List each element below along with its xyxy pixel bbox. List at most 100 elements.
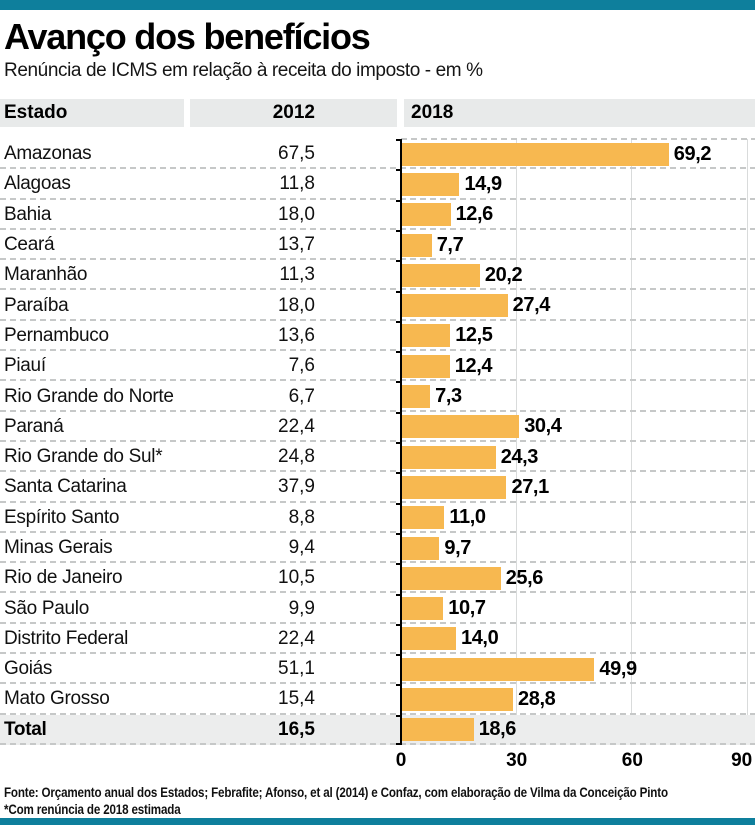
axis-tick (396, 139, 401, 141)
state-name: Pernambuco (4, 324, 109, 346)
value-2018: 12,5 (455, 324, 493, 347)
chart-title: Avanço dos benefícios (4, 16, 371, 57)
bar-cell: 24,3 (402, 442, 538, 472)
value-2018: 27,4 (512, 294, 551, 317)
value-2018: 10,7 (448, 597, 486, 620)
value-2018: 49,9 (599, 657, 637, 680)
table-row: Mato Grosso 15,4 28,8 (0, 684, 755, 715)
value-2012: 22,4 (278, 415, 315, 437)
row-separator (0, 227, 755, 230)
x-axis-labels: 0 30 60 90 (0, 750, 755, 772)
value-2012: 67,5 (278, 143, 315, 165)
top-accent-bar (0, 0, 755, 10)
value-2012: 16,5 (278, 718, 315, 740)
value-2018: 7,7 (436, 233, 464, 256)
value-2012: 15,4 (278, 688, 315, 710)
chart-plot-area: Amazonas 67,5 69,2 Alagoas 11,8 14,9 Bahia 18,0… (0, 138, 755, 745)
value-2012: 9,4 (288, 537, 315, 558)
value-2012: 13,6 (278, 324, 315, 346)
state-name: Distrito Federal (4, 627, 129, 649)
bar-2018 (402, 536, 440, 560)
bar-2018 (402, 172, 460, 196)
source-note: Fonte: Orçamento anual dos Estados; Febr… (4, 784, 668, 800)
bar-2018 (402, 657, 595, 681)
value-2018: 7,3 (435, 385, 462, 408)
axis-tick (396, 169, 401, 171)
table-row: Pernambuco 13,6 12,5 (0, 321, 755, 352)
bar-cell: 12,5 (402, 321, 493, 351)
value-2018: 20,2 (484, 263, 523, 286)
axis-tick (396, 351, 401, 353)
value-2012: 18,0 (278, 203, 315, 225)
bar-2018 (402, 597, 444, 621)
row-separator (0, 742, 755, 745)
bar-cell: 25,6 (402, 563, 543, 593)
bar-2018 (402, 324, 451, 348)
value-2018: 12,6 (455, 203, 494, 226)
value-2012: 24,8 (278, 446, 315, 468)
table-rows: Amazonas 67,5 69,2 Alagoas 11,8 14,9 Bahia 18,0… (0, 139, 755, 745)
value-2012: 9,9 (288, 597, 315, 619)
table-row: Goiás 51,1 49,9 (0, 654, 755, 685)
state-name: Maranhão (4, 264, 88, 286)
bar-cell: 12,4 (402, 351, 493, 381)
axis-tick (396, 260, 401, 262)
value-2012: 7,6 (288, 355, 315, 377)
state-name: Goiás (4, 658, 53, 680)
bottom-accent-bar (0, 818, 755, 825)
bar-2018 (402, 354, 450, 378)
table-header-row: Estado 2012 2018 (0, 99, 755, 127)
value-2018: 9,7 (444, 536, 471, 559)
value-2012: 11,3 (279, 264, 315, 286)
state-name: Bahia (4, 203, 52, 225)
axis-tick (396, 503, 401, 505)
table-row: Paraná 22,4 30,4 (0, 412, 755, 442)
bar-cell: 27,4 (402, 290, 550, 320)
value-2012: 11,8 (279, 173, 315, 195)
row-separator (0, 500, 755, 503)
bar-cell: 14,0 (402, 624, 499, 654)
column-header-2012: 2012 (190, 99, 397, 127)
bar-cell: 14,9 (402, 169, 502, 199)
bar-2018 (402, 627, 456, 651)
row-separator (0, 288, 755, 291)
value-2018: 25,6 (505, 566, 544, 589)
bar-cell: 11,0 (402, 503, 486, 533)
table-row: Piauí 7,6 12,4 (0, 351, 755, 382)
table-row: Alagoas 11,8 14,9 (0, 169, 755, 200)
state-name: Mato Grosso (4, 688, 110, 710)
axis-tick (396, 743, 401, 745)
bar-2018 (402, 718, 474, 742)
row-separator (0, 712, 755, 715)
table-row: Ceará 13,7 7,7 (0, 230, 755, 261)
state-name: São Paulo (4, 597, 89, 619)
bar-cell: 28,8 (402, 684, 556, 714)
row-separator (0, 258, 755, 261)
state-name: Rio de Janeiro (4, 567, 123, 589)
bar-2018 (402, 385, 431, 409)
row-separator (0, 470, 755, 473)
value-2018: 28,8 (518, 687, 556, 710)
value-2018: 12,4 (454, 354, 493, 377)
axis-tick (396, 624, 401, 626)
value-2012: 22,4 (278, 627, 315, 649)
bar-2018 (402, 233, 432, 257)
axis-tick (396, 715, 401, 717)
table-row: Santa Catarina 37,9 27,1 (0, 472, 755, 503)
axis-tick (396, 321, 401, 323)
table-row: Espírito Santo 8,8 11,0 (0, 503, 755, 533)
row-separator (0, 349, 755, 352)
x-tick-label: 60 (621, 750, 643, 771)
column-header-estado: Estado (0, 99, 184, 127)
bar-2018 (402, 294, 508, 318)
bar-2018 (402, 415, 520, 439)
table-row: Maranhão 11,3 20,2 (0, 260, 755, 291)
table-row: Rio Grande do Sul* 24,8 24,3 (0, 442, 755, 473)
x-tick-label: 90 (731, 750, 753, 771)
value-2018: 14,0 (460, 627, 499, 650)
bar-2018 (402, 445, 496, 469)
value-2012: 18,0 (278, 294, 315, 316)
table-row: Distrito Federal 22,4 14,0 (0, 624, 755, 655)
row-separator (0, 197, 755, 200)
